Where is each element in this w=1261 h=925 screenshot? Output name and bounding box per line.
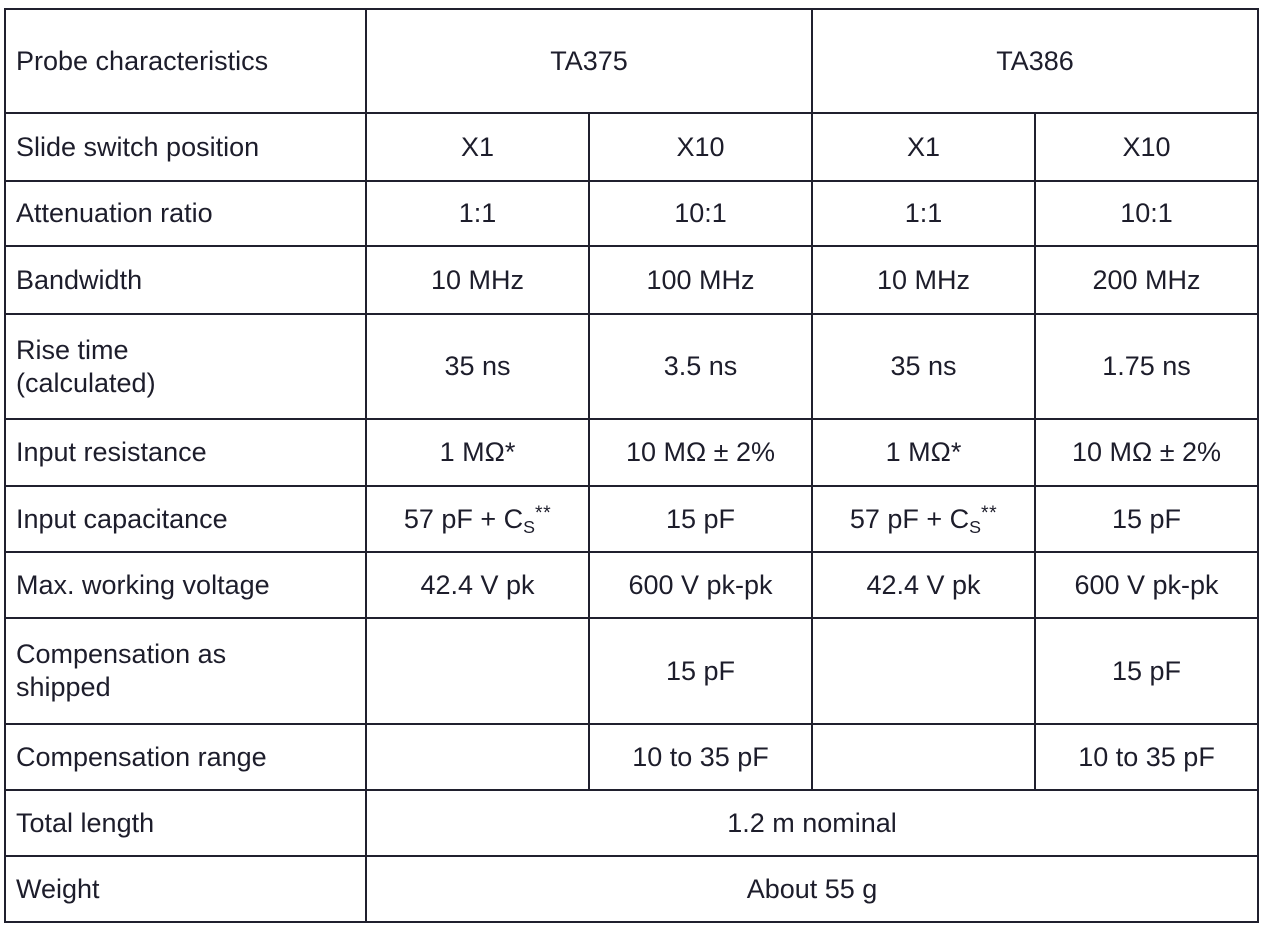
cell-comp-shipped-ta386-x10: 15 pF xyxy=(1034,617,1260,725)
cell-attenuation-ta386-x10: 10:1 xyxy=(1034,180,1260,247)
cell-input-capacitance-ta386-x10: 15 pF xyxy=(1034,485,1260,553)
cell-comp-range-ta386-x10: 10 to 35 pF xyxy=(1034,723,1260,791)
cell-comp-shipped-ta375-x10: 15 pF xyxy=(587,617,814,725)
cell-bandwidth-ta375-x1: 10 MHz xyxy=(365,245,590,315)
header-probe-characteristics: Probe characteristics xyxy=(4,8,367,114)
cell-max-voltage-ta386-x10: 600 V pk-pk xyxy=(1034,551,1260,619)
cell-input-resistance-ta386-x10: 10 MΩ ± 2% xyxy=(1034,418,1260,487)
cell-rise-time-ta375-x10: 3.5 ns xyxy=(587,313,814,420)
row-label-input-capacitance: Input capacitance xyxy=(4,485,367,553)
cell-input-resistance-ta386-x1: 1 MΩ* xyxy=(811,418,1037,487)
row-label-rise-time: Rise time (calculated) xyxy=(4,313,367,420)
cell-input-capacitance-ta375-x1: 57 pF + CS** xyxy=(365,485,590,553)
row-label-slide-switch-position: Slide switch position xyxy=(4,112,367,182)
row-label-comp-shipped-line1: Compensation as xyxy=(16,639,227,670)
cell-comp-range-ta386-x1 xyxy=(811,723,1037,791)
cell-rise-time-ta375-x1: 35 ns xyxy=(365,313,590,420)
table-row-bandwidth: Bandwidth 10 MHz 100 MHz 10 MHz 200 MHz xyxy=(4,245,1260,315)
cell-slide-switch-ta375-x1: X1 xyxy=(365,112,590,182)
table-row-attenuation-ratio: Attenuation ratio 1:1 10:1 1:1 10:1 xyxy=(4,180,1260,247)
row-label-compensation-range: Compensation range xyxy=(4,723,367,791)
table-row-compensation-as-shipped: Compensation as shipped 15 pF 15 pF xyxy=(4,617,1260,725)
cell-max-voltage-ta386-x1: 42.4 V pk xyxy=(811,551,1037,619)
cell-input-resistance-ta375-x1: 1 MΩ* xyxy=(365,418,590,487)
cell-input-resistance-ta375-x10: 10 MΩ ± 2% xyxy=(587,418,814,487)
probe-characteristics-table: Probe characteristics TA375 TA386 Slide … xyxy=(4,8,1260,923)
row-label-attenuation-ratio: Attenuation ratio xyxy=(4,180,367,247)
cell-attenuation-ta375-x1: 1:1 xyxy=(365,180,590,247)
cell-bandwidth-ta386-x10: 200 MHz xyxy=(1034,245,1260,315)
cell-comp-shipped-ta386-x1 xyxy=(811,617,1037,725)
table-row-weight: Weight About 55 g xyxy=(4,855,1260,923)
cap-footnote-marker-2: ** xyxy=(981,501,998,524)
table-row-slide-switch-position: Slide switch position X1 X10 X1 X10 xyxy=(4,112,1260,182)
table-row-max-working-voltage: Max. working voltage 42.4 V pk 600 V pk-… xyxy=(4,551,1260,619)
cell-input-capacitance-ta386-x1: 57 pF + CS** xyxy=(811,485,1037,553)
header-model-ta386: TA386 xyxy=(811,8,1260,114)
table-row-compensation-range: Compensation range 10 to 35 pF 10 to 35 … xyxy=(4,723,1260,791)
cell-max-voltage-ta375-x10: 600 V pk-pk xyxy=(587,551,814,619)
cap-footnote-marker: ** xyxy=(535,501,552,524)
cell-total-length-value: 1.2 m nominal xyxy=(364,789,1260,857)
row-label-rise-time-line2: (calculated) xyxy=(16,367,156,398)
row-label-max-working-voltage: Max. working voltage xyxy=(4,551,367,619)
cell-input-capacitance-ta375-x10: 15 pF xyxy=(587,485,814,553)
table-row-total-length: Total length 1.2 m nominal xyxy=(4,789,1260,857)
cell-attenuation-ta386-x1: 1:1 xyxy=(811,180,1037,247)
row-label-input-resistance: Input resistance xyxy=(4,418,367,487)
cell-slide-switch-ta386-x10: X10 xyxy=(1034,112,1260,182)
cell-attenuation-ta375-x10: 10:1 xyxy=(587,180,814,247)
row-label-compensation-as-shipped: Compensation as shipped xyxy=(4,617,367,725)
cap-subscript: S xyxy=(523,516,536,537)
row-label-rise-time-line1: Rise time xyxy=(16,334,129,365)
table-row-input-capacitance: Input capacitance 57 pF + CS** 15 pF 57 … xyxy=(4,485,1260,553)
table-row-rise-time: Rise time (calculated) 35 ns 3.5 ns 35 n… xyxy=(4,313,1260,420)
table-header-row: Probe characteristics TA375 TA386 xyxy=(4,8,1260,114)
cell-bandwidth-ta375-x10: 100 MHz xyxy=(587,245,814,315)
row-label-comp-shipped-line2: shipped xyxy=(16,672,111,702)
cell-slide-switch-ta386-x1: X1 xyxy=(811,112,1037,182)
cap-subscript-2: S xyxy=(969,516,982,537)
cap-prefix-2: 57 pF + C xyxy=(849,503,970,534)
cell-comp-shipped-ta375-x1 xyxy=(365,617,590,725)
row-label-total-length: Total length xyxy=(4,789,367,857)
cell-comp-range-ta375-x10: 10 to 35 pF xyxy=(587,723,814,791)
cap-prefix: 57 pF + C xyxy=(403,503,524,534)
row-label-weight: Weight xyxy=(4,855,367,923)
cell-max-voltage-ta375-x1: 42.4 V pk xyxy=(365,551,590,619)
cell-comp-range-ta375-x1 xyxy=(365,723,590,791)
cell-bandwidth-ta386-x1: 10 MHz xyxy=(811,245,1037,315)
cell-rise-time-ta386-x1: 35 ns xyxy=(811,313,1037,420)
cell-rise-time-ta386-x10: 1.75 ns xyxy=(1034,313,1260,420)
cell-weight-value: About 55 g xyxy=(364,855,1260,923)
table-row-input-resistance: Input resistance 1 MΩ* 10 MΩ ± 2% 1 MΩ* … xyxy=(4,418,1260,487)
row-label-bandwidth: Bandwidth xyxy=(4,245,367,315)
header-model-ta375: TA375 xyxy=(364,8,814,114)
cell-slide-switch-ta375-x10: X10 xyxy=(587,112,814,182)
